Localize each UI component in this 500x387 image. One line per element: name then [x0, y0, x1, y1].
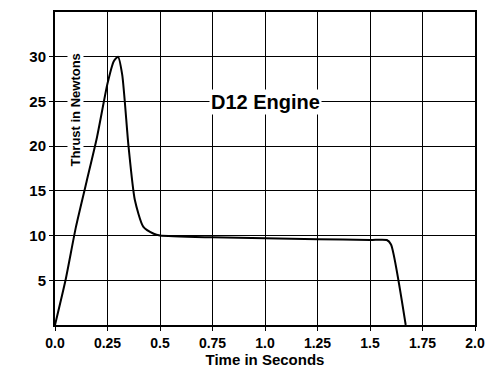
svg-text:1.0: 1.0 — [255, 335, 275, 351]
svg-text:2.0: 2.0 — [465, 335, 485, 351]
svg-text:30: 30 — [29, 48, 46, 65]
svg-text:10: 10 — [29, 227, 46, 244]
svg-text:1.5: 1.5 — [360, 335, 380, 351]
svg-text:0.5: 0.5 — [150, 335, 170, 351]
svg-text:20: 20 — [29, 137, 46, 154]
svg-text:0.0: 0.0 — [45, 335, 65, 351]
svg-text:1.75: 1.75 — [409, 335, 436, 351]
svg-text:15: 15 — [29, 182, 46, 199]
svg-text:D12 Engine: D12 Engine — [211, 91, 320, 113]
svg-text:0.75: 0.75 — [199, 335, 226, 351]
svg-text:1.25: 1.25 — [304, 335, 331, 351]
svg-text:Thrust in Newtons: Thrust in Newtons — [68, 53, 83, 166]
svg-text:0.25: 0.25 — [94, 335, 121, 351]
svg-text:25: 25 — [29, 93, 46, 110]
svg-text:Time in Seconds: Time in Seconds — [206, 351, 325, 368]
svg-text:5: 5 — [38, 272, 46, 289]
